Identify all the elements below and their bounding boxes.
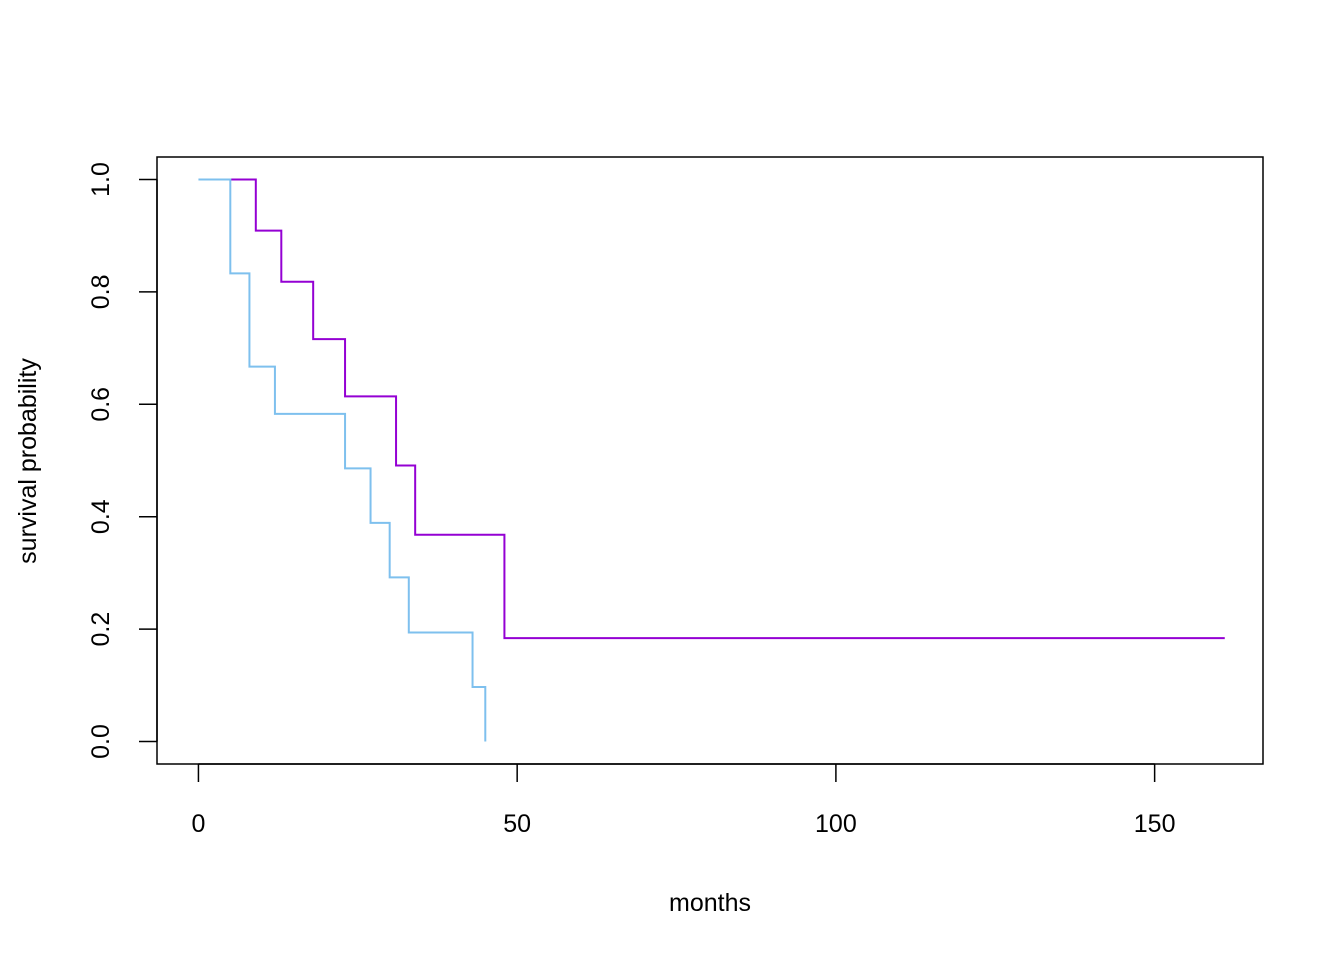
y-tick-label: 0.8	[87, 275, 115, 310]
y-tick-label: 0.4	[87, 499, 115, 534]
x-axis: 0 50 100 150	[191, 763, 1176, 838]
x-tick-label: 0	[191, 810, 205, 838]
series-line-1	[230, 178, 1225, 640]
x-tick-label: 50	[503, 810, 531, 838]
plot-frame	[156, 156, 1264, 765]
y-tick-label: 0.0	[87, 724, 115, 759]
y-tick-label: 0.6	[87, 387, 115, 422]
y-tick-label: 1.0	[87, 162, 115, 197]
y-axis: 0.0 0.2 0.4 0.6 0.8 1.0	[87, 162, 158, 759]
x-tick-label: 100	[815, 810, 857, 838]
y-tick-label: 0.2	[87, 612, 115, 647]
series-line-2	[198, 178, 487, 742]
x-tick-label: 150	[1134, 810, 1176, 838]
x-axis-title: months	[669, 889, 751, 917]
series-layer	[198, 178, 1225, 742]
y-axis-title: survival probability	[14, 358, 42, 564]
